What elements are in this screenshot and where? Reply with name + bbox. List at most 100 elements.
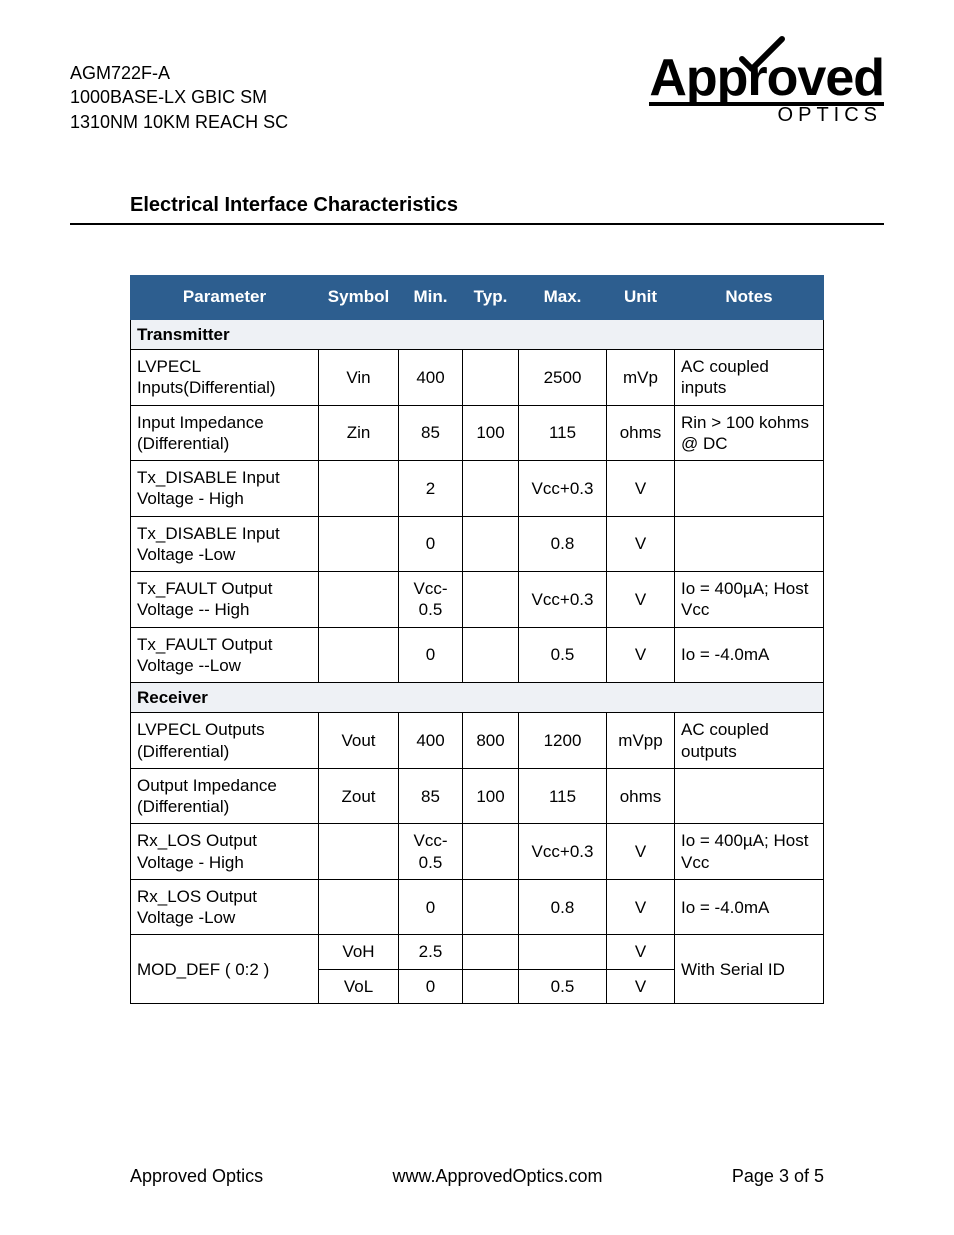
table-cell — [463, 879, 519, 935]
table-cell: V — [607, 572, 675, 628]
table-cell: Output Impedance (Differential) — [131, 768, 319, 824]
table-cell — [319, 879, 399, 935]
col-symbol: Symbol — [319, 275, 399, 319]
table-row: LVPECL Inputs(Differential)Vin4002500mVp… — [131, 350, 824, 406]
table-cell: 2.5 — [399, 935, 463, 969]
table-cell: ohms — [607, 405, 675, 461]
table-row: MOD_DEF ( 0:2 )VoH2.5VWith Serial ID — [131, 935, 824, 969]
table-cell: 0 — [399, 879, 463, 935]
table-cell: 115 — [519, 768, 607, 824]
col-notes: Notes — [675, 275, 824, 319]
table-cell — [463, 935, 519, 969]
table-cell — [319, 461, 399, 517]
table-cell: Io = -4.0mA — [675, 627, 824, 683]
table-cell: Vcc+0.3 — [519, 824, 607, 880]
table-cell: V — [607, 879, 675, 935]
table-cell: 0.5 — [519, 969, 607, 1003]
table-cell: Rx_LOS Output Voltage - High — [131, 824, 319, 880]
table-cell — [675, 461, 824, 517]
col-unit: Unit — [607, 275, 675, 319]
table-cell: With Serial ID — [675, 935, 824, 1004]
table-cell: Vcc+0.3 — [519, 572, 607, 628]
table-cell — [463, 824, 519, 880]
table-section-row: Transmitter — [131, 319, 824, 349]
col-max: Max. — [519, 275, 607, 319]
table-cell: Io = 400µA; Host Vcc — [675, 824, 824, 880]
table-cell: 100 — [463, 768, 519, 824]
table-cell: mVpp — [607, 713, 675, 769]
table-cell: 0 — [399, 516, 463, 572]
table-cell: 85 — [399, 405, 463, 461]
table-cell — [463, 516, 519, 572]
col-parameter: Parameter — [131, 275, 319, 319]
table-cell: Zin — [319, 405, 399, 461]
table-cell: 1200 — [519, 713, 607, 769]
col-min: Min. — [399, 275, 463, 319]
table-cell: ohms — [607, 768, 675, 824]
table-cell: 115 — [519, 405, 607, 461]
product-line-3: 1310NM 10KM REACH SC — [70, 110, 288, 134]
table-cell: Tx_DISABLE Input Voltage -Low — [131, 516, 319, 572]
table-cell: 0 — [399, 969, 463, 1003]
checkmark-icon — [738, 35, 786, 75]
table-cell: Rx_LOS Output Voltage -Low — [131, 879, 319, 935]
table-cell: V — [607, 461, 675, 517]
col-typ: Typ. — [463, 275, 519, 319]
table-cell: 0 — [399, 627, 463, 683]
product-line-2: 1000BASE-LX GBIC SM — [70, 85, 288, 109]
table-cell: Zout — [319, 768, 399, 824]
table-container: Parameter Symbol Min. Typ. Max. Unit Not… — [70, 275, 884, 1004]
table-cell: Vcc-0.5 — [399, 824, 463, 880]
table-cell: V — [607, 935, 675, 969]
table-cell: Io = -4.0mA — [675, 879, 824, 935]
footer-url: www.ApprovedOptics.com — [392, 1166, 602, 1187]
product-ids: AGM722F-A 1000BASE-LX GBIC SM 1310NM 10K… — [70, 55, 288, 134]
brand-logo: Approved OPTICS — [649, 55, 884, 127]
table-cell: Input Impedance (Differential) — [131, 405, 319, 461]
table-cell: 0.5 — [519, 627, 607, 683]
table-cell: Tx_FAULT Output Voltage -- High — [131, 572, 319, 628]
table-cell — [463, 969, 519, 1003]
table-cell: V — [607, 627, 675, 683]
table-cell — [675, 516, 824, 572]
table-cell — [463, 350, 519, 406]
table-header-row: Parameter Symbol Min. Typ. Max. Unit Not… — [131, 275, 824, 319]
table-cell — [319, 572, 399, 628]
page-header: AGM722F-A 1000BASE-LX GBIC SM 1310NM 10K… — [70, 55, 884, 134]
page-footer: Approved Optics www.ApprovedOptics.com P… — [0, 1166, 954, 1187]
table-row: Tx_FAULT Output Voltage -- High Vcc-0.5 Vc… — [131, 572, 824, 628]
section-title: Electrical Interface Characteristics — [70, 194, 884, 217]
table-cell: Rin > 100 kohms @ DC — [675, 405, 824, 461]
table-cell: VoH — [319, 935, 399, 969]
table-cell: Tx_DISABLE Input Voltage - High — [131, 461, 319, 517]
table-row: LVPECL Outputs (Differential)Vout4008001… — [131, 713, 824, 769]
table-row: Tx_DISABLE Input Voltage -Low 0 0.8V — [131, 516, 824, 572]
table-cell: VoL — [319, 969, 399, 1003]
table-cell — [319, 516, 399, 572]
table-cell: Vin — [319, 350, 399, 406]
table-cell: 85 — [399, 768, 463, 824]
table-cell: Vcc-0.5 — [399, 572, 463, 628]
table-cell: V — [607, 824, 675, 880]
table-row: Tx_FAULT Output Voltage --Low00.5VIo = -… — [131, 627, 824, 683]
table-cell: 0.8 — [519, 516, 607, 572]
table-cell: V — [607, 516, 675, 572]
table-cell — [519, 935, 607, 969]
logo-main-text: Approved — [649, 55, 884, 106]
table-cell — [319, 627, 399, 683]
table-cell: AC coupled outputs — [675, 713, 824, 769]
footer-company: Approved Optics — [130, 1166, 263, 1187]
table-cell — [319, 824, 399, 880]
section-label: Receiver — [131, 683, 824, 713]
table-cell — [463, 572, 519, 628]
table-cell: Vout — [319, 713, 399, 769]
table-cell: 400 — [399, 713, 463, 769]
table-cell: AC coupled inputs — [675, 350, 824, 406]
table-cell: 2 — [399, 461, 463, 517]
table-cell: 2500 — [519, 350, 607, 406]
table-row: Output Impedance (Differential)Zout85100… — [131, 768, 824, 824]
table-cell: LVPECL Inputs(Differential) — [131, 350, 319, 406]
table-cell — [675, 768, 824, 824]
table-cell — [463, 461, 519, 517]
table-cell: 100 — [463, 405, 519, 461]
